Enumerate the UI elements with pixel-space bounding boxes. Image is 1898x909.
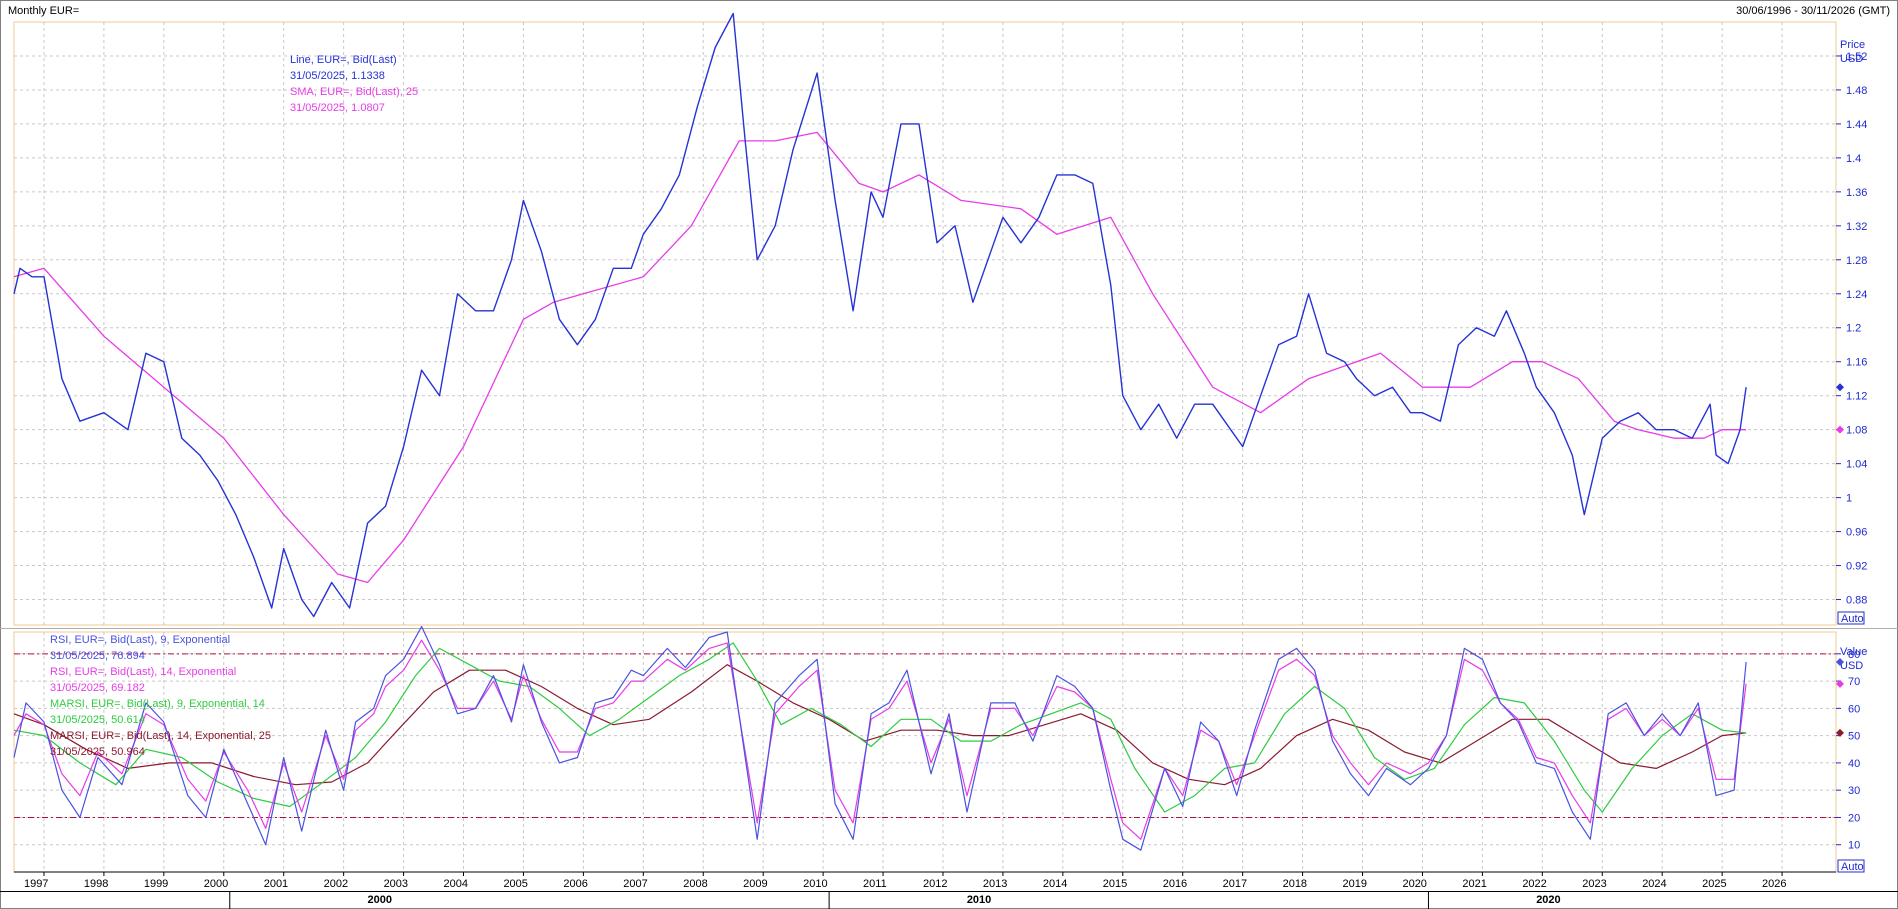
price-tick-label: 1.44 bbox=[1846, 119, 1867, 131]
marsi14-series-line bbox=[13, 664, 1747, 786]
sma-series-line bbox=[13, 131, 1747, 584]
x-year-label: 1999 bbox=[144, 878, 168, 890]
x-year-label: 2026 bbox=[1762, 878, 1786, 890]
auto-button-label: Auto bbox=[1841, 861, 1864, 873]
price-series-line bbox=[13, 12, 1747, 618]
indicator-tick-label: 70 bbox=[1848, 676, 1860, 688]
price-tick-label: 1.4 bbox=[1846, 153, 1861, 165]
chart-title: Monthly EUR= bbox=[8, 5, 79, 17]
rsi9-series-line bbox=[13, 625, 1747, 851]
x-year-label: 2021 bbox=[1462, 878, 1486, 890]
indicator-legend-entry: MARSI, EUR=, Bid(Last), 9, Exponential, … bbox=[50, 698, 265, 710]
price-tick-label: 1.32 bbox=[1846, 221, 1867, 233]
auto-button-label: Auto bbox=[1841, 613, 1864, 625]
indicator-tick-label: 60 bbox=[1848, 703, 1860, 715]
x-year-label: 2015 bbox=[1103, 878, 1127, 890]
x-decade-label: 2010 bbox=[967, 894, 991, 906]
price-tick-label: 1.12 bbox=[1846, 391, 1867, 403]
x-year-label: 2016 bbox=[1163, 878, 1187, 890]
indicator-tick-label: 10 bbox=[1848, 840, 1860, 852]
date-range: 30/06/1996 - 30/11/2026 (GMT) bbox=[1736, 5, 1890, 17]
indicator-legend-entry: RSI, EUR=, Bid(Last), 9, Exponential bbox=[50, 634, 230, 646]
price-legend-entry: SMA, EUR=, Bid(Last), 25 bbox=[290, 86, 418, 98]
x-year-label: 2000 bbox=[204, 878, 228, 890]
x-year-label: 1997 bbox=[24, 878, 48, 890]
auto-button bbox=[1837, 859, 1865, 873]
price-tick-label: 1.2 bbox=[1846, 323, 1861, 335]
x-year-label: 2005 bbox=[503, 878, 527, 890]
x-year-label: 2014 bbox=[1043, 878, 1067, 890]
indicator-tick-label: 30 bbox=[1848, 785, 1860, 797]
indicator-legend-entry: 31/05/2025, 50.614 bbox=[50, 714, 145, 726]
indicator-legend-entry: 31/05/2025, 69.182 bbox=[50, 682, 145, 694]
price-tick-label: 1 bbox=[1846, 493, 1852, 505]
x-year-label: 2023 bbox=[1582, 878, 1606, 890]
x-year-label: 2025 bbox=[1702, 878, 1726, 890]
x-year-label: 2019 bbox=[1343, 878, 1367, 890]
price-tick-label: 1.52 bbox=[1846, 51, 1867, 63]
price-tick-label: 1.36 bbox=[1846, 187, 1867, 199]
x-year-label: 2002 bbox=[324, 878, 348, 890]
indicator-legend-entry: 31/05/2025, 50.964 bbox=[50, 746, 145, 758]
x-year-label: 2003 bbox=[384, 878, 408, 890]
x-year-label: 2011 bbox=[863, 878, 887, 890]
rsi14-last-marker bbox=[1836, 679, 1844, 688]
x-year-label: 2022 bbox=[1522, 878, 1546, 890]
x-year-label: 2018 bbox=[1283, 878, 1307, 890]
x-year-label: 2006 bbox=[563, 878, 587, 890]
price-tick-label: 1.08 bbox=[1846, 425, 1867, 437]
marsi-last-marker bbox=[1836, 728, 1844, 737]
indicator-tick-label: 40 bbox=[1848, 758, 1860, 770]
x-year-label: 2010 bbox=[803, 878, 827, 890]
price-tick-label: 1.28 bbox=[1846, 255, 1867, 267]
rsi14-series-line bbox=[13, 639, 1747, 840]
indicator-tick-label: 20 bbox=[1848, 812, 1860, 824]
x-year-label: 2009 bbox=[743, 878, 767, 890]
auto-button bbox=[1837, 611, 1865, 625]
x-year-label: 2004 bbox=[444, 878, 468, 890]
indicator-tick-label: 80 bbox=[1848, 649, 1860, 661]
price-axis-unit: USD bbox=[1840, 53, 1863, 65]
price-tick-label: 0.92 bbox=[1846, 561, 1867, 573]
indicator-tick-label: 50 bbox=[1848, 731, 1860, 743]
price-tick-label: 0.88 bbox=[1846, 595, 1867, 607]
x-year-label: 2001 bbox=[264, 878, 288, 890]
price-panel-frame bbox=[13, 21, 1837, 626]
indicator-legend-entry: MARSI, EUR=, Bid(Last), 14, Exponential,… bbox=[50, 730, 271, 742]
x-decade-label: 2000 bbox=[367, 894, 391, 906]
price-legend-entry: 31/05/2025, 1.0807 bbox=[290, 102, 385, 114]
x-year-label: 2007 bbox=[623, 878, 647, 890]
x-year-label: 2012 bbox=[923, 878, 947, 890]
x-year-label: 2020 bbox=[1402, 878, 1426, 890]
x-year-label: 2013 bbox=[983, 878, 1007, 890]
x-year-label: 2024 bbox=[1642, 878, 1666, 890]
indicator-legend-entry: 31/05/2025, 76.894 bbox=[50, 650, 145, 662]
price-legend-entry: Line, EUR=, Bid(Last) bbox=[290, 54, 397, 66]
indicator-axis-title: Value bbox=[1840, 646, 1867, 658]
indicator-axis-unit: USD bbox=[1840, 660, 1863, 672]
x-decade-label: 2020 bbox=[1536, 894, 1560, 906]
rsi9-last-marker bbox=[1836, 658, 1844, 666]
marsi9-series-line bbox=[13, 642, 1747, 813]
price-tick-label: 1.24 bbox=[1846, 289, 1867, 301]
sma-last-marker bbox=[1836, 425, 1844, 434]
x-year-label: 2008 bbox=[683, 878, 707, 890]
price-tick-label: 0.96 bbox=[1846, 527, 1867, 539]
price-axis-title: Price bbox=[1840, 39, 1865, 51]
price-legend-entry: 31/05/2025, 1.1338 bbox=[290, 70, 385, 82]
indicator-legend-entry: RSI, EUR=, Bid(Last), 14, Exponential bbox=[50, 666, 236, 678]
price-last-marker bbox=[1836, 383, 1844, 392]
price-tick-label: 1.16 bbox=[1846, 357, 1867, 369]
price-tick-label: 1.04 bbox=[1846, 459, 1867, 471]
price-tick-label: 1.48 bbox=[1846, 85, 1867, 97]
x-year-label: 1998 bbox=[84, 878, 108, 890]
x-year-label: 2017 bbox=[1223, 878, 1247, 890]
